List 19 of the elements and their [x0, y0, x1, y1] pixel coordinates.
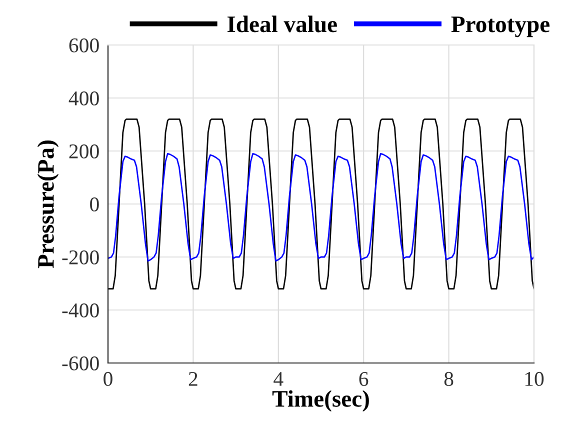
- x-tick-label: 6: [359, 372, 368, 386]
- x-tick-label: 10: [525, 372, 544, 386]
- y-tick-label: 600: [69, 38, 99, 52]
- y-axis-title: Pressure(Pa): [37, 140, 59, 268]
- x-tick-label: 8: [444, 372, 454, 386]
- legend-label: Ideal value: [227, 16, 337, 32]
- y-tick-label: 200: [69, 144, 99, 158]
- legend-label: Prototype: [451, 16, 550, 38]
- x-tick-label: 0: [104, 372, 112, 386]
- y-tick-label: 400: [68, 91, 99, 106]
- line-series: [108, 152, 534, 262]
- x-axis-title: Time(sec): [272, 390, 369, 412]
- x-tick-label: 2: [188, 372, 198, 386]
- y-tick-label: -600: [62, 356, 99, 370]
- y-tick-label: 0: [90, 197, 99, 212]
- x-tick-label: 4: [274, 372, 284, 386]
- y-tick-label: -400: [62, 303, 99, 318]
- line-series: [108, 118, 534, 290]
- y-tick-label: -200: [62, 250, 99, 264]
